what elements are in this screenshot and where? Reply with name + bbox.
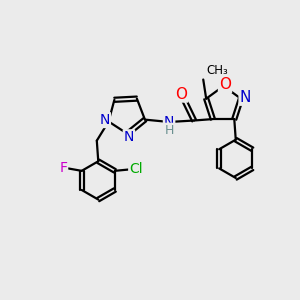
Text: CH₃: CH₃	[206, 64, 228, 76]
Text: N: N	[124, 130, 134, 144]
Text: Cl: Cl	[129, 162, 143, 176]
Text: O: O	[219, 77, 231, 92]
Text: N: N	[164, 115, 174, 129]
Text: N: N	[240, 90, 251, 105]
Text: H: H	[164, 124, 174, 137]
Text: F: F	[59, 161, 67, 176]
Text: O: O	[176, 86, 188, 101]
Text: N: N	[100, 113, 110, 127]
